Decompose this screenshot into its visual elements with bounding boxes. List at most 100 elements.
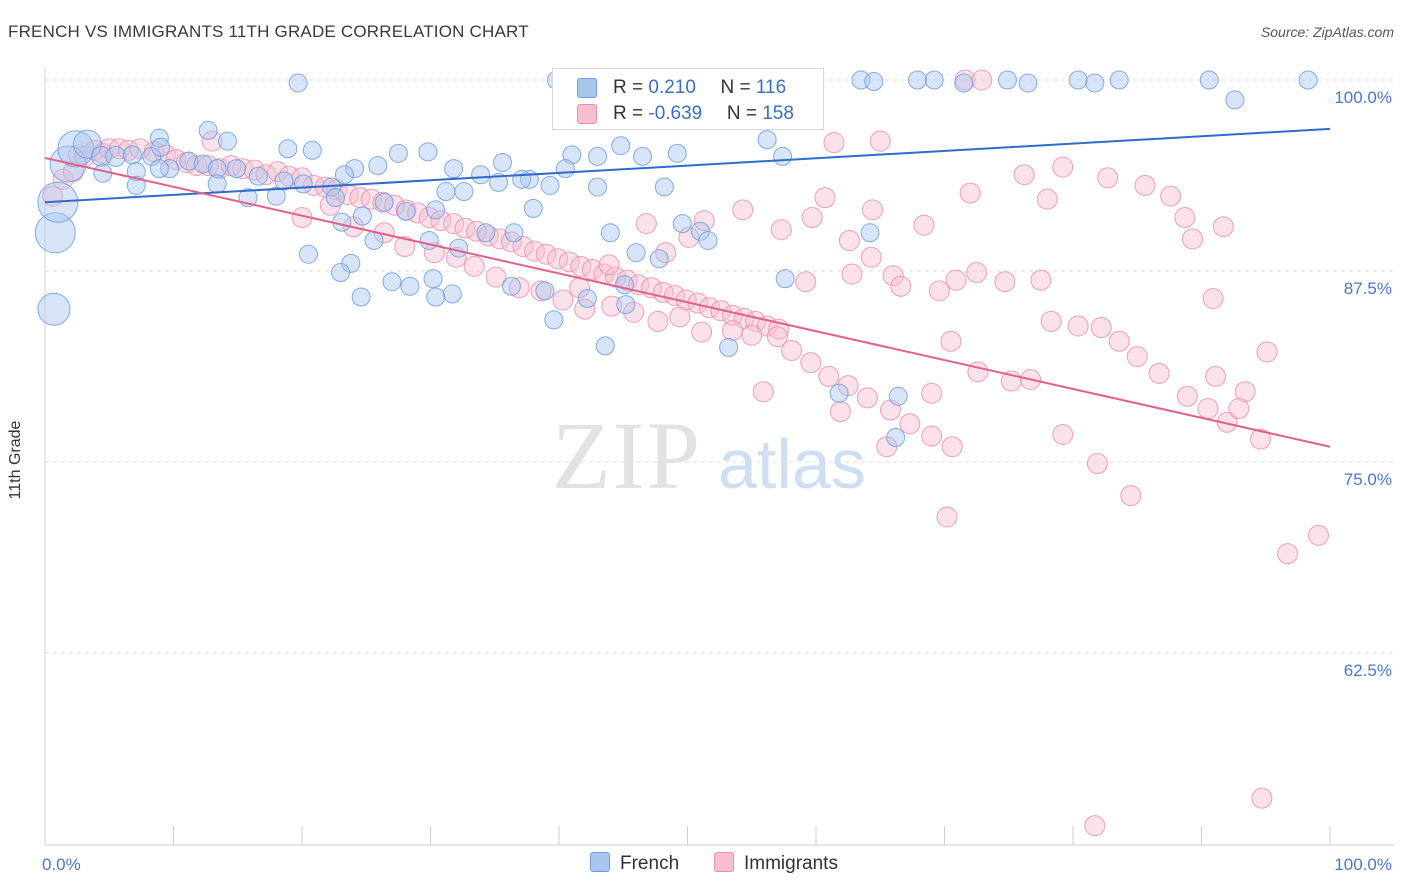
immigrants-point: [267, 161, 289, 183]
immigrants-point: [1307, 524, 1329, 546]
french-point: [149, 159, 169, 179]
french-point: [471, 165, 491, 185]
immigrants-points: [42, 69, 1329, 837]
french-point: [248, 166, 268, 186]
french-point: [151, 137, 171, 157]
french-point: [126, 162, 146, 182]
r-label: R =: [613, 77, 649, 98]
immigrants-point: [1234, 381, 1256, 403]
immigrants-point: [752, 381, 774, 403]
immigrants-point: [856, 387, 878, 409]
immigrants-point: [921, 382, 943, 404]
french-point: [426, 200, 446, 220]
french-point: [504, 223, 524, 243]
y-tick-label: 62.5%: [1344, 661, 1392, 680]
french-point: [334, 165, 354, 185]
immigrants-point: [535, 243, 557, 265]
french-point: [698, 230, 718, 250]
french-point: [773, 146, 793, 166]
immigrants-point: [693, 210, 715, 232]
french-point: [888, 386, 908, 406]
french-point: [160, 159, 180, 179]
immigrants-point: [1174, 207, 1196, 229]
legend-item-immigrants: Immigrants: [714, 852, 838, 875]
french-point: [72, 129, 102, 159]
french-point: [352, 206, 372, 226]
immigrants-point: [862, 199, 884, 221]
immigrants-point: [581, 258, 603, 280]
immigrants-point: [860, 246, 882, 268]
french-point: [672, 214, 692, 234]
immigrants-point: [818, 365, 840, 387]
immigrants-point: [781, 339, 803, 361]
french-legend-swatch: [590, 852, 610, 872]
french-point: [633, 146, 653, 166]
french-point: [454, 182, 474, 202]
immigrants-point: [1202, 288, 1224, 310]
immigrants-point: [485, 266, 507, 288]
french-point: [278, 139, 298, 159]
immigrants-point: [669, 306, 691, 328]
french-point: [325, 188, 345, 208]
french-point: [449, 238, 469, 258]
legend-item-french: French: [590, 852, 679, 875]
french-point: [302, 140, 322, 160]
y-tick-label: 87.5%: [1344, 279, 1392, 298]
french-point: [595, 336, 615, 356]
y-tick-label: 75.0%: [1344, 470, 1392, 489]
tick-labels: 100.0% 87.5% 75.0% 62.5% 0.0% 100.0%: [42, 88, 1392, 874]
french-point: [293, 174, 313, 194]
n-label: N =: [726, 103, 763, 124]
french-point: [423, 269, 443, 289]
immigrants-point: [1067, 315, 1089, 337]
french-point: [374, 192, 394, 212]
french-point: [345, 159, 365, 179]
immigrants-point: [913, 214, 935, 236]
immigrants-point: [1052, 156, 1074, 178]
french-point: [544, 310, 564, 330]
french-point: [226, 159, 246, 179]
immigrants-point: [959, 182, 981, 204]
immigrants-point: [890, 275, 912, 297]
french-point: [492, 153, 512, 173]
immigrants-point: [1097, 167, 1119, 189]
french-point: [611, 136, 631, 156]
immigrants-point: [766, 326, 788, 348]
french-point: [600, 223, 620, 243]
immigrants-point: [971, 69, 993, 91]
french-point: [616, 295, 636, 315]
french-point: [426, 287, 446, 307]
immigrants-point: [201, 130, 223, 152]
french-point: [396, 201, 416, 221]
french-point: [126, 175, 146, 195]
immigrants-point: [928, 280, 950, 302]
french-point: [1225, 90, 1245, 110]
french-point: [207, 174, 227, 194]
french-point: [540, 175, 560, 195]
immigrants-point: [394, 236, 416, 258]
french-point: [207, 159, 227, 179]
immigrants-point: [838, 229, 860, 251]
immigrants-point: [463, 255, 485, 277]
immigrants-point: [635, 213, 657, 235]
n-value-french: 116: [755, 77, 787, 98]
immigrants-point: [967, 361, 989, 383]
immigrants-point: [1090, 317, 1112, 339]
immigrants-point: [1120, 485, 1142, 507]
immigrants-point: [647, 310, 669, 332]
french-point: [217, 131, 237, 151]
french-point: [924, 70, 944, 90]
immigrants-trend-line: [44, 156, 1331, 448]
immigrants-point: [994, 271, 1016, 293]
immigrants-point: [945, 269, 967, 291]
immigrants-point: [966, 262, 988, 284]
french-point: [122, 145, 142, 165]
immigrants-point: [1052, 423, 1074, 445]
immigrants-point: [1036, 188, 1058, 210]
immigrants-point: [869, 130, 891, 152]
french-point: [382, 272, 402, 292]
french-point: [954, 73, 974, 93]
french-point: [829, 383, 849, 403]
french-point: [193, 154, 213, 174]
